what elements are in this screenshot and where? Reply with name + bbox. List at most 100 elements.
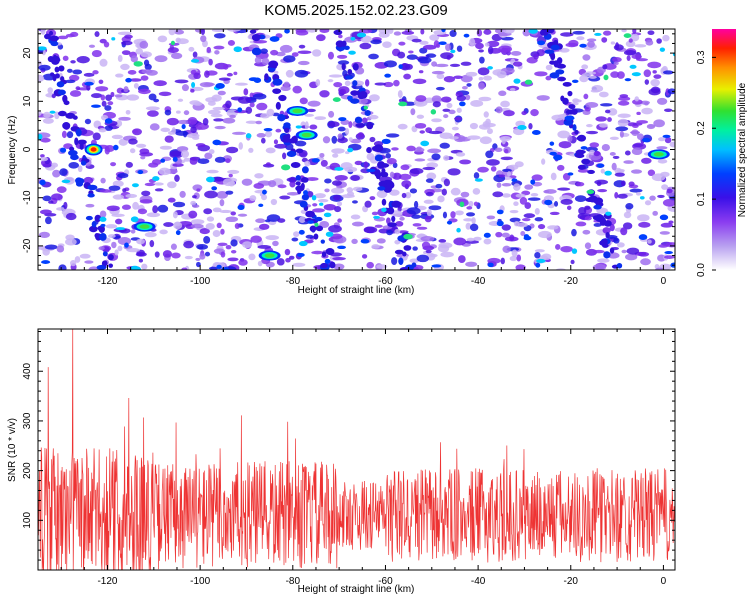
snr-x-label: Height of straight line (km) bbox=[298, 584, 415, 595]
heatmap-cell bbox=[241, 178, 253, 186]
heatmap-cell bbox=[408, 50, 414, 54]
heatmap-cell bbox=[498, 90, 507, 97]
heatmap-cell bbox=[104, 146, 110, 155]
heatmap-cell bbox=[469, 38, 476, 46]
heatmap-cell bbox=[412, 223, 422, 227]
heatmap-cell bbox=[325, 231, 334, 237]
heatmap-cell bbox=[214, 176, 224, 182]
heatmap-cell bbox=[323, 212, 332, 218]
heatmap-cell bbox=[403, 73, 412, 80]
heatmap-cell bbox=[115, 120, 123, 127]
heatmap-cell bbox=[332, 97, 341, 102]
heatmap-cell bbox=[609, 152, 616, 156]
heatmap-cell bbox=[152, 176, 160, 182]
heatmap-cell bbox=[555, 244, 561, 250]
heatmap-cell bbox=[83, 72, 95, 77]
heatmap-cell bbox=[473, 236, 482, 241]
heatmap-cell bbox=[249, 195, 257, 202]
heatmap-cell bbox=[314, 216, 323, 222]
heatmap-peak bbox=[139, 224, 150, 229]
heatmap-cell bbox=[247, 34, 253, 40]
heatmap-cell bbox=[374, 82, 387, 86]
heatmap-cell bbox=[431, 95, 442, 103]
heatmap-cell bbox=[472, 187, 481, 195]
heatmap-cell bbox=[139, 40, 149, 49]
heatmap-cell bbox=[534, 217, 544, 222]
heatmap-cell bbox=[539, 29, 549, 36]
heatmap-cell bbox=[397, 123, 408, 130]
heatmap-cell bbox=[442, 108, 451, 112]
heatmap-cell bbox=[639, 196, 645, 200]
heatmap-cell bbox=[288, 255, 295, 260]
heatmap-cell bbox=[637, 214, 650, 222]
heatmap-cell bbox=[74, 137, 79, 146]
heatmap-cell bbox=[368, 53, 379, 60]
heatmap-cell bbox=[344, 127, 350, 136]
heatmap-cell bbox=[425, 53, 437, 58]
heatmap-cell bbox=[613, 237, 620, 244]
heatmap-cell bbox=[578, 207, 587, 215]
heatmap-cell bbox=[248, 77, 259, 82]
heatmap-cell bbox=[485, 118, 491, 126]
heatmap-cell bbox=[635, 192, 641, 196]
heatmap-cell bbox=[645, 39, 654, 46]
heatmap-cell bbox=[175, 230, 181, 236]
heatmap-cell bbox=[590, 89, 600, 93]
heatmap-cell bbox=[614, 191, 619, 199]
heatmap-cell bbox=[450, 187, 461, 196]
heatmap-cell bbox=[204, 152, 213, 160]
heatmap-cell bbox=[298, 44, 306, 49]
heatmap-cell bbox=[216, 222, 222, 229]
heatmap-cell bbox=[616, 262, 623, 269]
heatmap-x-label: Height of straight line (km) bbox=[298, 285, 415, 296]
heatmap-cell bbox=[49, 110, 56, 114]
heatmap-cell bbox=[401, 180, 412, 188]
heatmap-cell bbox=[125, 109, 131, 115]
heatmap-cell bbox=[660, 222, 673, 228]
heatmap-cell bbox=[337, 126, 346, 132]
heatmap-cell bbox=[602, 64, 608, 70]
heatmap-cell bbox=[378, 29, 390, 35]
heatmap-cell bbox=[300, 177, 309, 183]
heatmap-cell bbox=[392, 172, 402, 180]
heatmap-cell bbox=[172, 211, 178, 219]
heatmap-cell bbox=[204, 70, 210, 78]
heatmap-cell bbox=[84, 260, 94, 264]
heatmap-cell bbox=[38, 64, 51, 71]
heatmap-cell bbox=[252, 34, 261, 40]
heatmap-cell bbox=[237, 204, 245, 210]
heatmap-cell bbox=[429, 34, 440, 41]
heatmap-cell bbox=[205, 97, 218, 103]
heatmap-cell bbox=[400, 63, 411, 71]
heatmap-cell bbox=[605, 211, 612, 216]
heatmap-cell bbox=[304, 113, 314, 117]
heatmap-cell bbox=[250, 235, 262, 243]
x-tick-label: -120 bbox=[97, 576, 117, 587]
heatmap-cell bbox=[154, 188, 164, 192]
heatmap-cell bbox=[320, 239, 325, 244]
heatmap-cell bbox=[515, 193, 526, 198]
heatmap-cell bbox=[315, 225, 324, 232]
heatmap-cell bbox=[230, 239, 238, 247]
heatmap-cell bbox=[139, 148, 150, 155]
heatmap-cell bbox=[621, 29, 627, 33]
heatmap-cell bbox=[188, 210, 198, 219]
heatmap-cell bbox=[543, 189, 550, 194]
heatmap-cell bbox=[571, 79, 579, 84]
heatmap-cell bbox=[138, 258, 144, 263]
heatmap-cell bbox=[206, 176, 215, 183]
heatmap-cell bbox=[179, 190, 186, 198]
heatmap-cell bbox=[579, 75, 589, 83]
heatmap-cell bbox=[115, 73, 124, 78]
heatmap-cell bbox=[106, 205, 120, 212]
heatmap-cell bbox=[328, 110, 335, 118]
heatmap-cell bbox=[196, 243, 208, 250]
heatmap-cell bbox=[442, 211, 448, 219]
heatmap-cell bbox=[266, 108, 275, 117]
heatmap-cell bbox=[631, 147, 643, 156]
heatmap-cell bbox=[361, 254, 368, 259]
heatmap-cell bbox=[503, 29, 515, 34]
heatmap-cell bbox=[229, 114, 236, 119]
heatmap-cell bbox=[192, 195, 197, 199]
heatmap-cell bbox=[460, 74, 473, 83]
